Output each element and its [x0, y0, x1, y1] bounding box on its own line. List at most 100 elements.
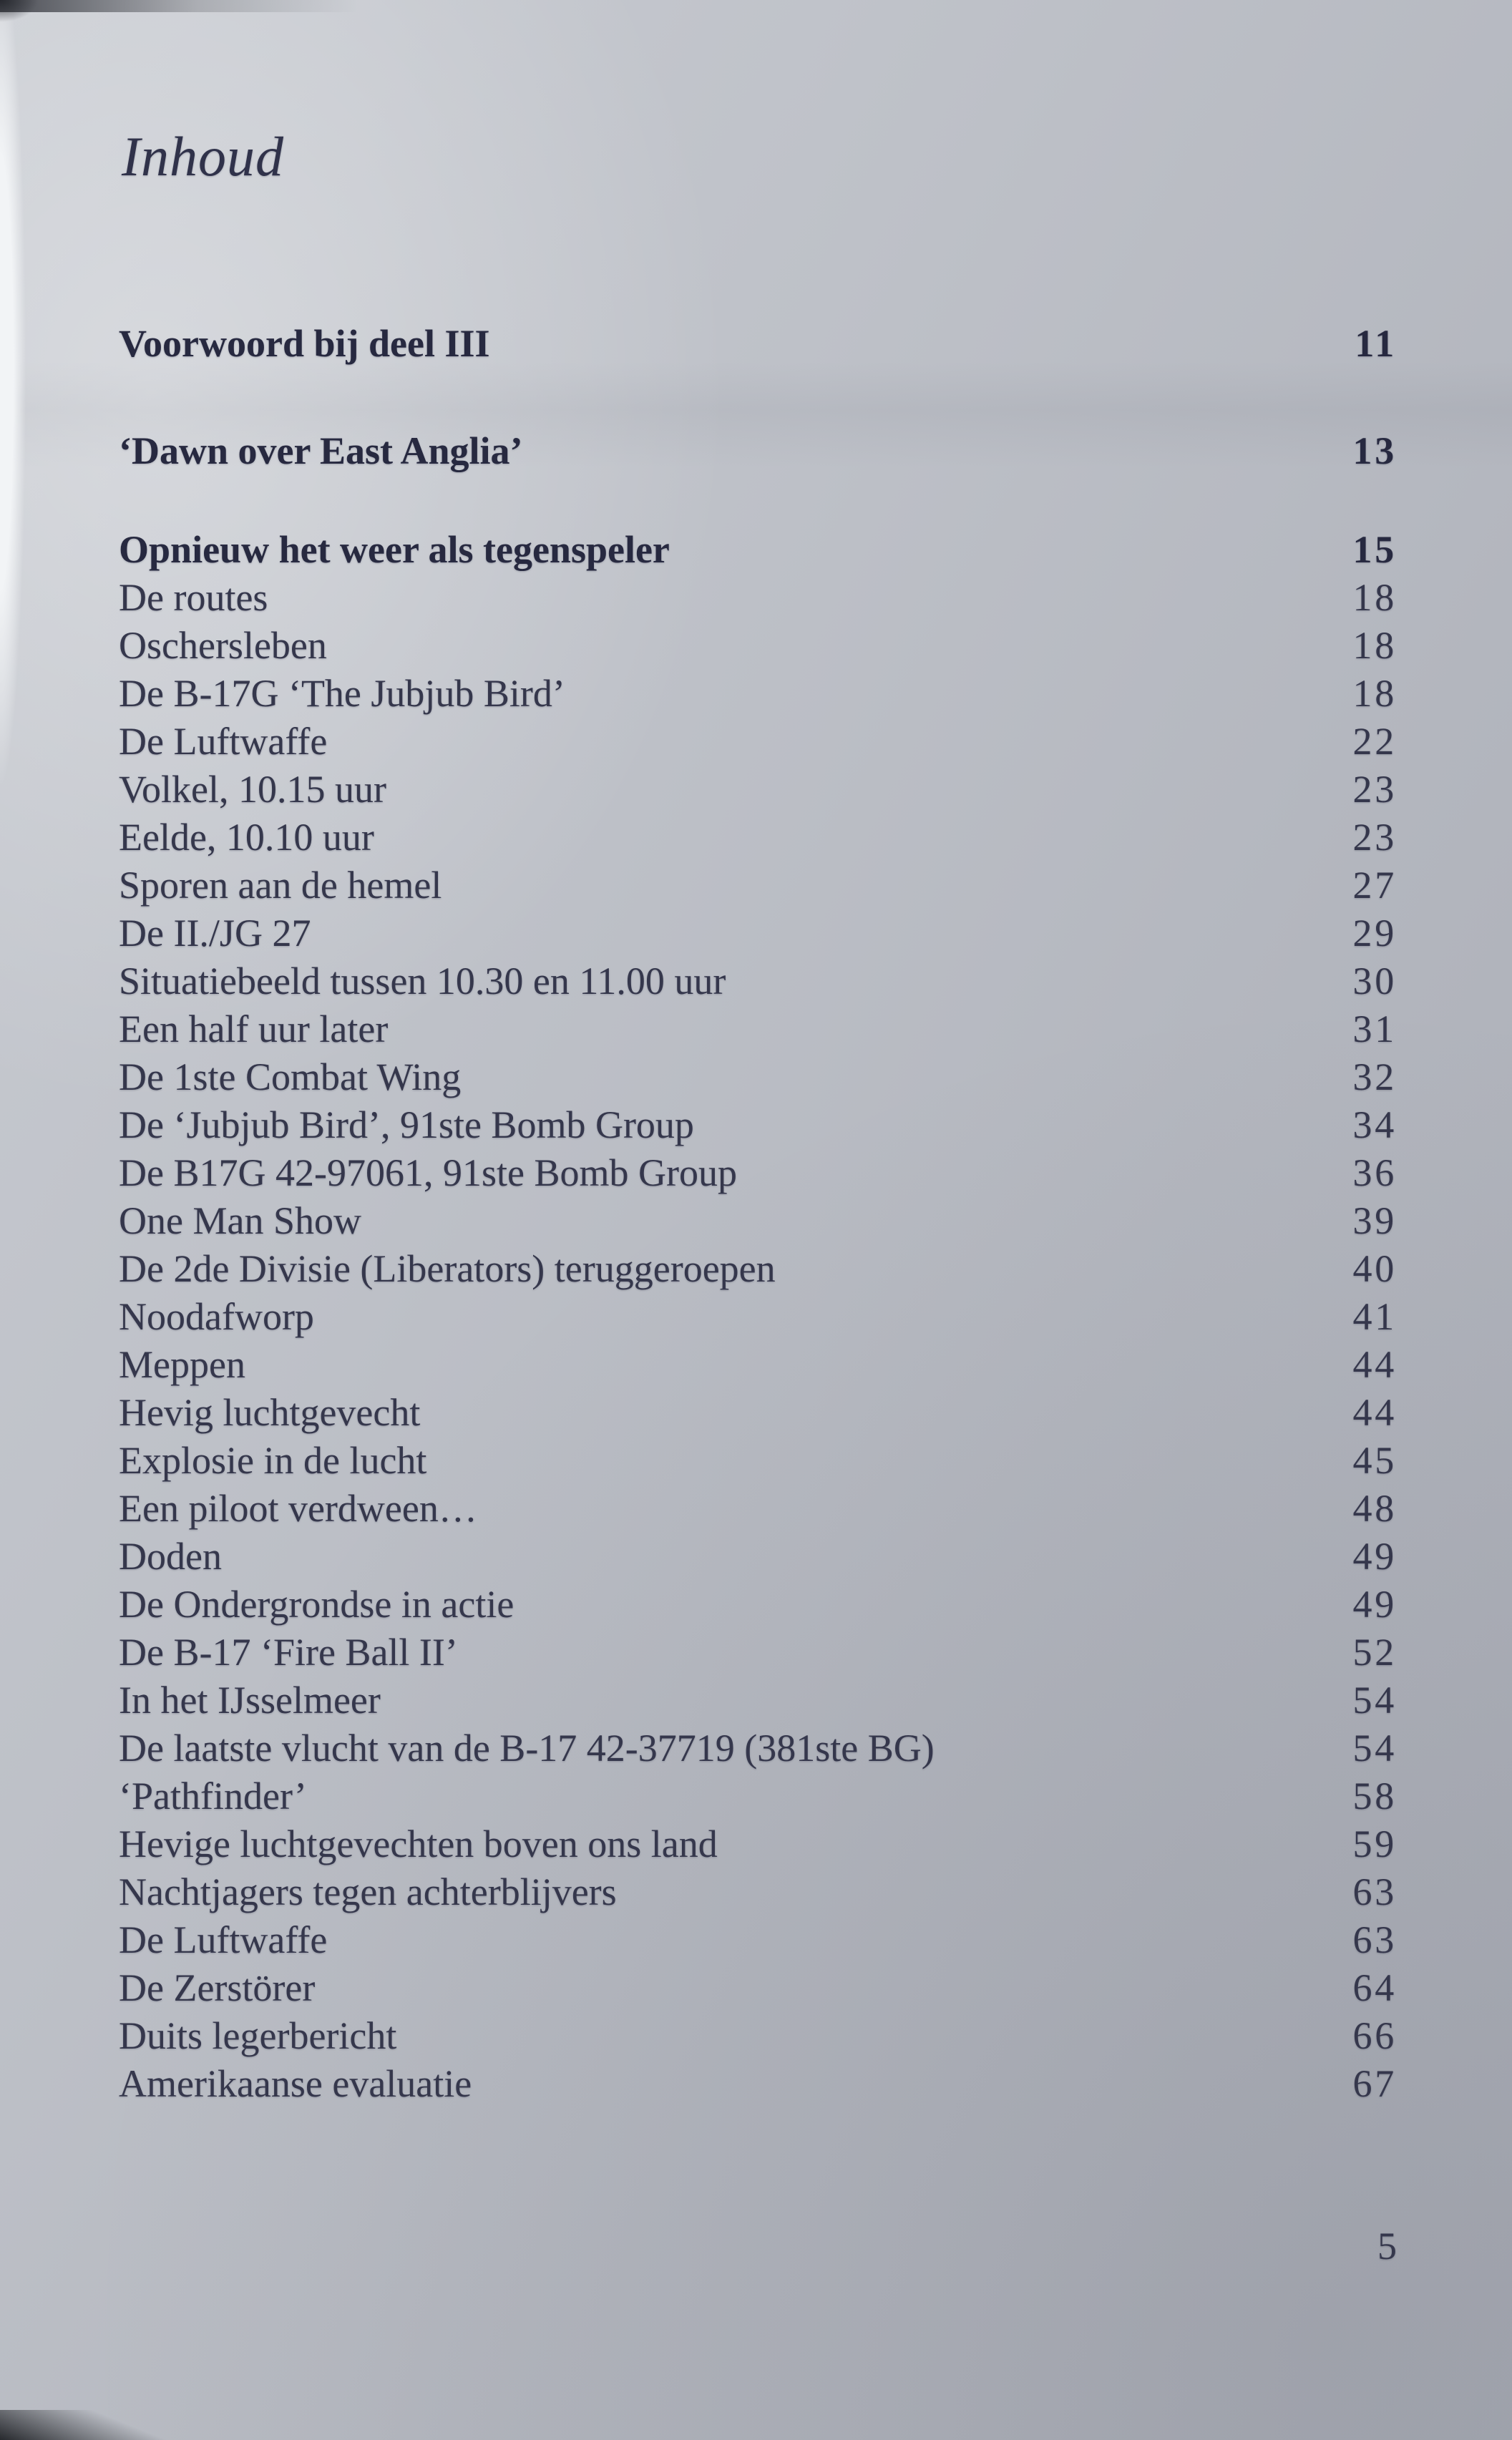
toc-entry-page: 34: [1352, 1103, 1397, 1146]
toc-entry-label: Hevige luchtgevechten boven ons land: [119, 1822, 718, 1865]
toc-entry-label: Hevig luchtgevecht: [119, 1391, 421, 1434]
toc-entry-label: Oschersleben: [119, 624, 327, 667]
toc-entry-page: 44: [1352, 1343, 1397, 1386]
toc-entry-page: 54: [1352, 1727, 1397, 1770]
toc-entry: De Luftwaffe 22: [119, 718, 1397, 766]
toc-list: Voorwoord bij deel III 11 ‘Dawn over East …: [119, 320, 1397, 2108]
toc-entry-label: Doden: [119, 1535, 222, 1578]
toc-entry-label: De Ondergrondse in actie: [119, 1583, 514, 1626]
toc-entry: De B-17 ‘Fire Ball II’ 52: [119, 1629, 1397, 1677]
toc-entry-label: De Zerstörer: [119, 1966, 316, 2009]
toc-entry: Nachtjagers tegen achterblijvers 63: [119, 1868, 1397, 1916]
toc-entry: Hevige luchtgevechten boven ons land 59: [119, 1820, 1397, 1868]
toc-entry-label: In het IJsselmeer: [119, 1679, 381, 1722]
toc-entry-page: 63: [1352, 1918, 1397, 1961]
toc-entry: Duits legerbericht 66: [119, 2012, 1397, 2060]
toc-entry-page: 64: [1352, 1966, 1397, 2009]
toc-entry: Meppen 44: [119, 1341, 1397, 1389]
toc-entry-page: 18: [1352, 672, 1397, 715]
toc-entry-page: 59: [1352, 1822, 1397, 1865]
page-edge-highlight: [0, 0, 34, 930]
toc-entry-page: 15: [1352, 528, 1397, 571]
toc-entry-page: 40: [1352, 1247, 1397, 1290]
toc-entry-page: 63: [1352, 1870, 1397, 1913]
toc-entry-label: De B-17G ‘The Jubjub Bird’: [119, 672, 565, 715]
toc-entry: De Luftwaffe 63: [119, 1916, 1397, 1964]
toc-entry: In het IJsselmeer 54: [119, 1677, 1397, 1724]
toc-entry: Een half uur later 31: [119, 1005, 1397, 1053]
toc-entry: Sporen aan de hemel 27: [119, 862, 1397, 909]
toc-entry-label: De ‘Jubjub Bird’, 91ste Bomb Group: [119, 1103, 694, 1146]
toc-entry-page: 52: [1352, 1631, 1397, 1674]
toc-entry-page: 67: [1352, 2062, 1397, 2105]
page-content: Inhoud Voorwoord bij deel III 11 ‘Dawn ove…: [119, 0, 1397, 2270]
photo-edge-top: [0, 0, 358, 12]
toc-entry: Oschersleben 18: [119, 622, 1397, 670]
toc-entry-label: ‘Dawn over East Anglia’: [119, 429, 523, 472]
toc-entry-page: 36: [1352, 1151, 1397, 1194]
photo-corner-top-left: [0, 0, 57, 36]
toc-entry-page: 39: [1352, 1199, 1397, 1242]
toc-entry-label: De Luftwaffe: [119, 720, 328, 763]
toc-entry: De B17G 42-97061, 91ste Bomb Group 36: [119, 1149, 1397, 1197]
toc-entry-label: De routes: [119, 576, 268, 619]
toc-entry: Explosie in de lucht 45: [119, 1437, 1397, 1485]
toc-entry: ‘Dawn over East Anglia’ 13: [119, 427, 1397, 475]
toc-entry: De ‘Jubjub Bird’, 91ste Bomb Group 34: [119, 1101, 1397, 1149]
toc-entry: Eelde, 10.10 uur 23: [119, 814, 1397, 862]
toc-entry: De laatste vlucht van de B-17 42-37719 (…: [119, 1724, 1397, 1772]
toc-entry: Situatiebeeld tussen 10.30 en 11.00 uur 3…: [119, 957, 1397, 1005]
toc-entry-label: De 1ste Combat Wing: [119, 1055, 462, 1098]
toc-entry-label: Eelde, 10.10 uur: [119, 816, 374, 859]
toc-entry-label: De B-17 ‘Fire Ball II’: [119, 1631, 458, 1674]
toc-entry: Noodafworp 41: [119, 1293, 1397, 1341]
toc-entry-page: 23: [1352, 816, 1397, 859]
toc-entry-label: Explosie in de lucht: [119, 1439, 427, 1482]
toc-entry-label: Amerikaanse evaluatie: [119, 2062, 472, 2105]
toc-entry-label: Sporen aan de hemel: [119, 864, 442, 907]
toc-entry-page: 45: [1352, 1439, 1397, 1482]
toc-entry: Amerikaanse evaluatie 67: [119, 2060, 1397, 2108]
toc-entry: Voorwoord bij deel III 11: [119, 320, 1397, 368]
toc-entry: Volkel, 10.15 uur 23: [119, 766, 1397, 814]
toc-entry-page: 49: [1352, 1583, 1397, 1626]
toc-entry-page: 58: [1352, 1775, 1397, 1817]
toc-entry-page: 29: [1352, 912, 1397, 955]
toc-entry: De 2de Divisie (Liberators) teruggeroepe…: [119, 1245, 1397, 1293]
toc-entry-label: ‘Pathfinder’: [119, 1775, 307, 1817]
toc-entry-label: De laatste vlucht van de B-17 42-37719 (…: [119, 1727, 935, 1770]
toc-entry-label: Voorwoord bij deel III: [119, 322, 490, 365]
toc-entry-label: Meppen: [119, 1343, 245, 1386]
toc-entry-page: 13: [1352, 429, 1397, 472]
toc-entry: De routes 18: [119, 574, 1397, 622]
toc-entry-label: De II./JG 27: [119, 912, 311, 955]
toc-entry-label: One Man Show: [119, 1199, 361, 1242]
toc-entry-label: De 2de Divisie (Liberators) teruggeroepe…: [119, 1247, 776, 1290]
toc-entry: De B-17G ‘The Jubjub Bird’ 18: [119, 670, 1397, 718]
toc-entry-page: 31: [1352, 1007, 1397, 1050]
toc-entry: De II./JG 27 29: [119, 909, 1397, 957]
toc-entry-label: Volkel, 10.15 uur: [119, 768, 386, 811]
toc-entry-label: Duits legerbericht: [119, 2014, 397, 2057]
page-number: 5: [1377, 2225, 1397, 2268]
toc-entry-page: 32: [1352, 1055, 1397, 1098]
toc-entry: Een piloot verdween… 48: [119, 1485, 1397, 1533]
toc-entry-label: Een piloot verdween…: [119, 1487, 477, 1530]
photo-corner-bottom-left: [0, 2410, 229, 2440]
toc-entry-page: 30: [1352, 960, 1397, 1002]
toc-entry-label: De B17G 42-97061, 91ste Bomb Group: [119, 1151, 737, 1194]
toc-entry-label: Noodafworp: [119, 1295, 314, 1338]
toc-entry-page: 22: [1352, 720, 1397, 763]
toc-entry-page: 48: [1352, 1487, 1397, 1530]
toc-entry: De 1ste Combat Wing 32: [119, 1053, 1397, 1101]
toc-entry-page: 49: [1352, 1535, 1397, 1578]
toc-entry-label: Opnieuw het weer als tegenspeler: [119, 528, 670, 571]
toc-entry-page: 27: [1352, 864, 1397, 907]
page-title: Inhoud: [122, 125, 284, 187]
toc-entry-label: Een half uur later: [119, 1007, 389, 1050]
toc-entry: Doden 49: [119, 1533, 1397, 1581]
toc-entry: De Zerstörer 64: [119, 1964, 1397, 2012]
toc-entry: One Man Show 39: [119, 1197, 1397, 1245]
toc-entry-page: 54: [1352, 1679, 1397, 1722]
